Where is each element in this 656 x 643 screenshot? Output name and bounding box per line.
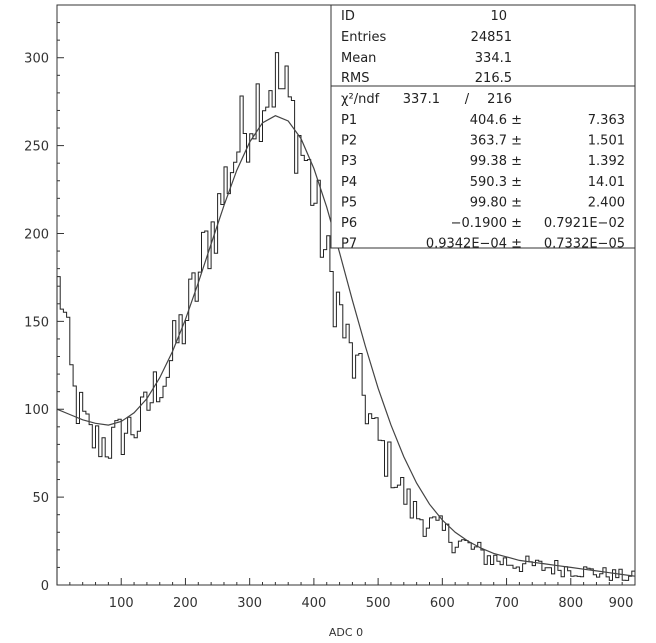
stats-box-frame xyxy=(330,4,636,249)
y-tick-label: 300 xyxy=(24,52,49,67)
param-error: 1.501 xyxy=(588,134,625,149)
param-value: 404.6 ± xyxy=(470,113,522,128)
x-tick-label: 200 xyxy=(173,596,198,611)
y-tick-label: 200 xyxy=(24,227,49,242)
param-error: 0.7921E−02 xyxy=(544,216,625,231)
y-tick-label: 150 xyxy=(24,315,49,330)
param-name: P6 xyxy=(341,216,357,231)
x-tick-label: 500 xyxy=(366,596,391,611)
stat-rms-value: 216.5 xyxy=(475,71,512,86)
stat-ndf-value: 216 xyxy=(487,92,512,107)
y-tick-label: 0 xyxy=(41,579,49,594)
param-error: 14.01 xyxy=(588,175,625,190)
histogram-series xyxy=(56,52,635,585)
param-name: P4 xyxy=(341,175,357,190)
param-name: P5 xyxy=(341,195,357,210)
y-tick-label: 250 xyxy=(24,140,49,155)
param-value: 363.7 ± xyxy=(470,134,522,149)
histogram-outline xyxy=(56,52,635,585)
param-value: 590.3 ± xyxy=(470,175,522,190)
param-value: 99.38 ± xyxy=(470,154,522,169)
y-tick-label: 50 xyxy=(32,491,49,506)
stat-entries-label: Entries xyxy=(341,30,387,45)
param-error: 1.392 xyxy=(588,154,625,169)
param-error: 2.400 xyxy=(588,195,625,210)
stat-chi2-label: χ²/ndf xyxy=(341,92,380,107)
x-tick-label: 900 xyxy=(609,596,634,611)
stat-entries-value: 24851 xyxy=(471,30,512,45)
fit-curve xyxy=(56,115,636,577)
x-tick-label: 700 xyxy=(494,596,519,611)
stat-id-value: 10 xyxy=(490,9,507,24)
param-name: P7 xyxy=(341,237,357,252)
stat-chi2-separator: / xyxy=(465,92,470,107)
param-value: 99.80 ± xyxy=(470,195,522,210)
x-axis-title: ADC 0 xyxy=(329,626,363,639)
x-axis: 100 200 300 400 500 600 700 800 900 xyxy=(69,578,636,611)
param-name: P2 xyxy=(341,134,357,149)
stat-mean-value: 334.1 xyxy=(475,51,512,66)
stat-parameters: P1 404.6 ± 7.363 P2 363.7 ± 1.501 P3 99.38 ± 1.3… xyxy=(341,113,625,252)
param-name: P1 xyxy=(341,113,357,128)
x-tick-label: 100 xyxy=(109,596,134,611)
y-tick-label: 100 xyxy=(24,403,49,418)
x-tick-label: 400 xyxy=(301,596,326,611)
x-tick-label: 600 xyxy=(430,596,455,611)
x-tick-label: 300 xyxy=(237,596,262,611)
param-value: −0.1900 ± xyxy=(451,216,522,231)
param-error: 0.7332E−05 xyxy=(544,237,625,252)
param-error: 7.363 xyxy=(588,113,625,128)
param-value: 0.9342E−04 ± xyxy=(426,237,522,252)
stat-id-label: ID xyxy=(341,9,355,24)
stats-box: ID 10 Entries 24851 Mean 334.1 RMS 216.5… xyxy=(330,4,636,252)
x-tick-label: 800 xyxy=(558,596,583,611)
stat-mean-label: Mean xyxy=(341,51,376,66)
stat-chi2-value: 337.1 xyxy=(403,92,440,107)
stat-rms-label: RMS xyxy=(341,71,370,86)
y-axis: 0 50 100 150 200 250 300 xyxy=(24,22,64,594)
param-name: P3 xyxy=(341,154,357,169)
